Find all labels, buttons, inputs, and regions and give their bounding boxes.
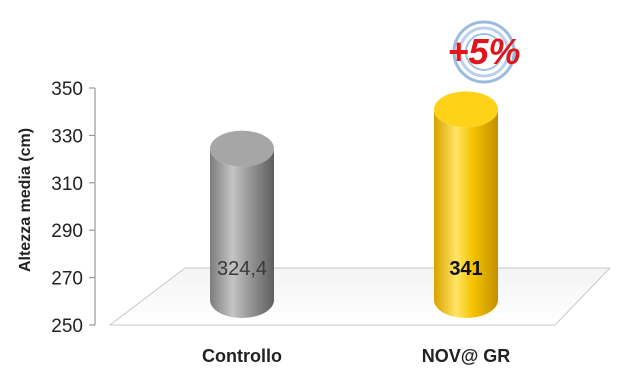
x-axis-labels: Controllo NOV@ GR — [202, 346, 510, 366]
bar-2: 341 — [434, 91, 498, 318]
y-tick-label: 310 — [51, 174, 83, 195]
annotation-ring-mid — [458, 26, 510, 78]
y-tick-label: 270 — [51, 269, 83, 290]
y-axis-title: Altezza media (cm) — [17, 128, 34, 272]
bar-top — [434, 91, 498, 128]
bar-value-label: 341 — [449, 258, 482, 280]
bar-body — [210, 148, 274, 318]
bar-1: 324,4 — [210, 130, 274, 318]
annotation-text: +5% — [447, 31, 520, 72]
annotation-ring-inner — [465, 33, 503, 71]
x-category-label: Controllo — [202, 346, 282, 366]
bar-value-label: 324,4 — [217, 258, 267, 280]
bar-top — [210, 130, 274, 167]
annotation-ring-outer — [452, 20, 516, 84]
y-tick-label: 330 — [51, 126, 83, 147]
percent-annotation: +5% — [447, 20, 521, 84]
y-tick-label: 250 — [51, 316, 83, 337]
y-axis-ticks: 250 270 290 310 330 350 — [51, 79, 95, 337]
bar-body — [434, 109, 498, 318]
bars-group: 324,4 341 — [210, 91, 498, 318]
y-tick-label: 350 — [51, 79, 83, 100]
x-category-label: NOV@ GR — [422, 346, 511, 366]
y-tick-label: 290 — [51, 221, 83, 242]
chart-floor — [108, 267, 612, 326]
